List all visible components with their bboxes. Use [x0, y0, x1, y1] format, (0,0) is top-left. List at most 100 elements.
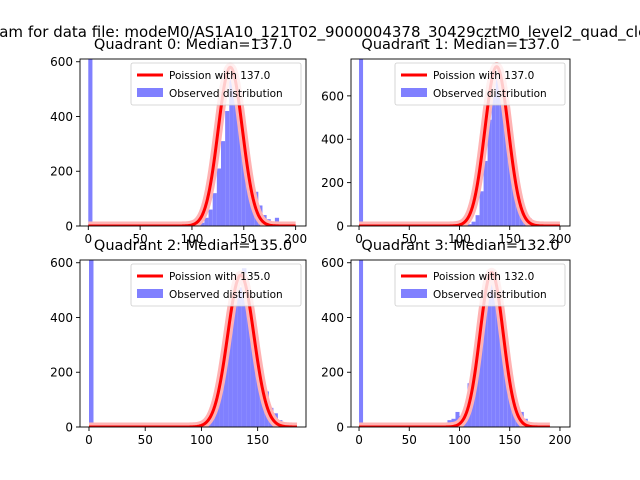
subplot-title: Quadrant 3: Median=132.0 [361, 238, 559, 254]
legend-observed-label: Observed distribution [433, 289, 547, 301]
x-tick-label: 100 [181, 232, 204, 246]
legend-box [130, 263, 302, 307]
poisson-curve [87, 65, 297, 226]
histogram-bar [255, 353, 260, 427]
x-tick-label: 150 [498, 433, 521, 447]
subplot-quadrant-1: 0 50 100 150 200 0 200 400 600 Quadrant 1: Median… [321, 37, 571, 246]
y-tick-label: 200 [50, 165, 73, 179]
x-tick-label: 200 [549, 232, 572, 246]
x-tick-label: 50 [138, 433, 153, 447]
x-tick-label: 0 [355, 232, 363, 246]
x-tick-label: 0 [85, 433, 93, 447]
y-tick-label: 400 [50, 311, 73, 325]
legend-observed-label: Observed distribution [169, 88, 283, 100]
histogram-bar [220, 141, 226, 226]
histogram-bar [495, 67, 500, 226]
histogram-bar [487, 284, 492, 427]
y-tick-label: 0 [65, 220, 73, 234]
histogram-bar [491, 95, 496, 226]
histogram-bar [216, 168, 221, 226]
histogram-bar [200, 222, 205, 226]
x-tick-label: 150 [246, 433, 269, 447]
legend-bar-swatch [137, 88, 163, 97]
y-tick-label: 200 [321, 176, 344, 190]
subplot-quadrant-0: 0 50 100 150 200 0 200 400 600 Quadrant 0: Median… [50, 37, 307, 246]
legend-bar-swatch [137, 289, 163, 298]
legend-poisson-label: Poission with 137.0 [433, 70, 534, 82]
histogram-bar [471, 221, 476, 226]
axes-frame [350, 259, 571, 428]
histogram-bar [219, 385, 224, 427]
legend-box [394, 263, 566, 307]
legend: Poission with 132.0 Observed distribution [394, 263, 566, 307]
y-tick-label: 0 [65, 421, 73, 435]
y-tick-label: 200 [321, 366, 344, 380]
histogram-bar [359, 260, 364, 427]
legend: Poission with 135.0 Observed distribution [130, 263, 302, 307]
histogram-bar [89, 260, 94, 427]
y-tick-label: 600 [50, 55, 73, 69]
histogram-bar [503, 115, 508, 226]
histogram-bar [479, 309, 484, 427]
subplot-quadrant-3: 0 50 100 150 200 0 200 400 600 Quadrant 3: Median… [321, 238, 571, 447]
histogram-bar [491, 269, 496, 427]
y-tick-label: 0 [336, 421, 344, 435]
histogram-bar [228, 314, 233, 427]
histogram-bar [475, 215, 480, 226]
histogram-bar [237, 105, 242, 226]
plot-area [355, 59, 564, 226]
histogram-bar [229, 68, 234, 226]
subplot-title: Quadrant 2: Median=135.0 [94, 238, 292, 254]
histogram-bar [241, 135, 246, 226]
histogram-bar [503, 344, 508, 427]
histogram-bar [232, 288, 238, 427]
histogram-bar [233, 80, 238, 226]
x-tick-label: 200 [549, 433, 572, 447]
legend-box [394, 62, 566, 106]
x-tick-label: 50 [132, 232, 147, 246]
y-tick-label: 400 [321, 311, 344, 325]
x-tick-label: 100 [448, 433, 471, 447]
histogram-bar [212, 193, 217, 226]
x-tick-label: 0 [84, 232, 92, 246]
x-tick-label: 200 [284, 232, 307, 246]
x-tick-label: 50 [402, 433, 417, 447]
y-tick-label: 600 [50, 256, 73, 270]
legend-bar-swatch [401, 88, 427, 97]
legend-observed-label: Observed distribution [433, 88, 547, 100]
histogram-bar [499, 91, 504, 226]
histogram-bar [246, 303, 251, 427]
figure-suptitle: Histogram for data file: modeM0/AS1A10_1… [0, 23, 640, 42]
axes-frame [79, 58, 307, 227]
x-tick-label: 100 [190, 433, 213, 447]
histogram-bar [499, 317, 504, 427]
legend-poisson-label: Poission with 135.0 [169, 271, 270, 283]
subplot-title: Quadrant 0: Median=137.0 [94, 37, 292, 53]
axes-frame [79, 259, 307, 428]
histogram-bar [475, 355, 480, 427]
histogram-bar [208, 209, 213, 226]
x-tick-label: 150 [498, 232, 521, 246]
histogram-bar [204, 217, 209, 226]
legend-box [130, 62, 302, 106]
x-tick-label: 100 [448, 232, 471, 246]
y-tick-label: 600 [321, 256, 344, 270]
legend: Poission with 137.0 Observed distribution [130, 62, 302, 106]
legend-poisson-label: Poission with 132.0 [433, 271, 534, 283]
histogram-bar [455, 411, 460, 427]
subplot-quadrant-2: 0 50 100 150 0 200 400 600 Quadrant 2: Median=13… [50, 238, 307, 447]
histogram-bar [250, 320, 256, 427]
x-tick-label: 150 [232, 232, 255, 246]
histogram-bar [483, 160, 488, 226]
axes-frame [350, 58, 571, 227]
y-tick-label: 600 [321, 89, 344, 103]
histogram-bar [483, 298, 488, 427]
y-tick-label: 400 [50, 110, 73, 124]
histogram-bar [359, 59, 364, 226]
histogram-bar [479, 191, 484, 226]
histogram-bar [241, 268, 247, 427]
histogram-bar [467, 224, 472, 226]
legend-bar-swatch [401, 289, 427, 298]
plot-area [84, 59, 300, 226]
